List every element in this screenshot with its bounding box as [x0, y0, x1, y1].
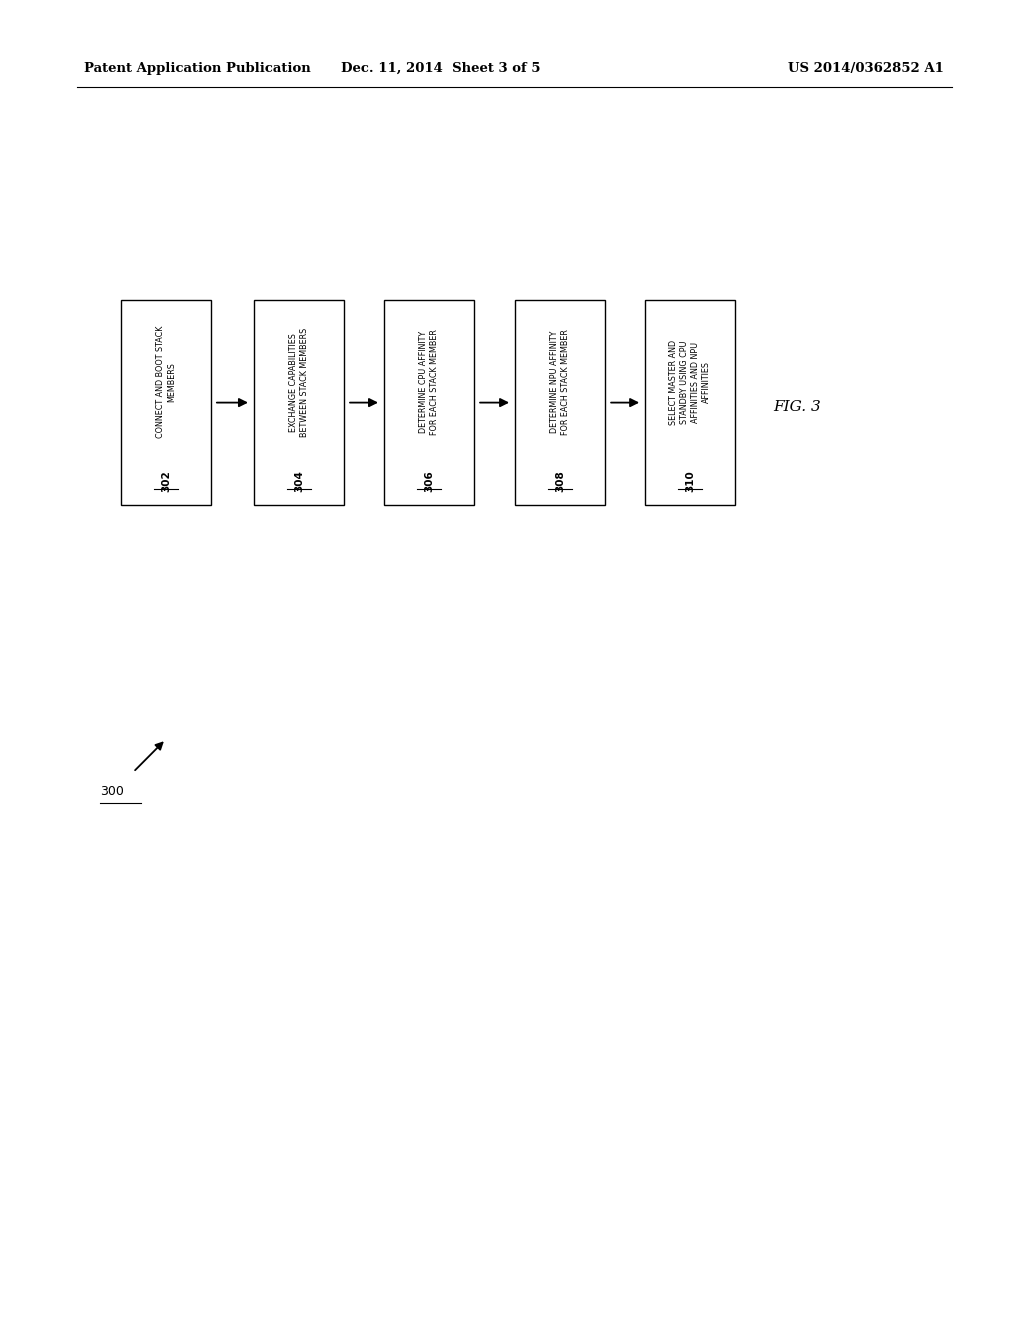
- Text: DETERMINE NPU AFFINITY
FOR EACH STACK MEMBER: DETERMINE NPU AFFINITY FOR EACH STACK ME…: [550, 329, 570, 436]
- Text: Dec. 11, 2014  Sheet 3 of 5: Dec. 11, 2014 Sheet 3 of 5: [341, 62, 540, 75]
- Text: 302: 302: [161, 470, 171, 492]
- Bar: [645, 301, 735, 506]
- Text: EXCHANGE CAPABILITIES
BETWEEN STACK MEMBERS: EXCHANGE CAPABILITIES BETWEEN STACK MEMB…: [289, 327, 309, 437]
- Text: 310: 310: [685, 470, 695, 492]
- Bar: [254, 301, 344, 506]
- Text: Patent Application Publication: Patent Application Publication: [84, 62, 310, 75]
- Text: 304: 304: [294, 470, 304, 492]
- Text: FIG. 3: FIG. 3: [773, 400, 821, 413]
- Text: 306: 306: [424, 470, 434, 492]
- Text: 308: 308: [555, 470, 565, 492]
- Bar: [384, 301, 474, 506]
- Text: 300: 300: [100, 785, 124, 799]
- Text: US 2014/0362852 A1: US 2014/0362852 A1: [788, 62, 944, 75]
- Text: SELECT MASTER AND
STANDBY USING CPU
AFFINITIES AND NPU
AFFINITIES: SELECT MASTER AND STANDBY USING CPU AFFI…: [669, 339, 712, 425]
- Text: DETERMINE CPU AFFINITY
FOR EACH STACK MEMBER: DETERMINE CPU AFFINITY FOR EACH STACK ME…: [419, 329, 439, 436]
- Text: CONNECT AND BOOT STACK
MEMBERS: CONNECT AND BOOT STACK MEMBERS: [156, 326, 176, 438]
- Bar: [515, 301, 605, 506]
- Bar: [121, 301, 211, 506]
